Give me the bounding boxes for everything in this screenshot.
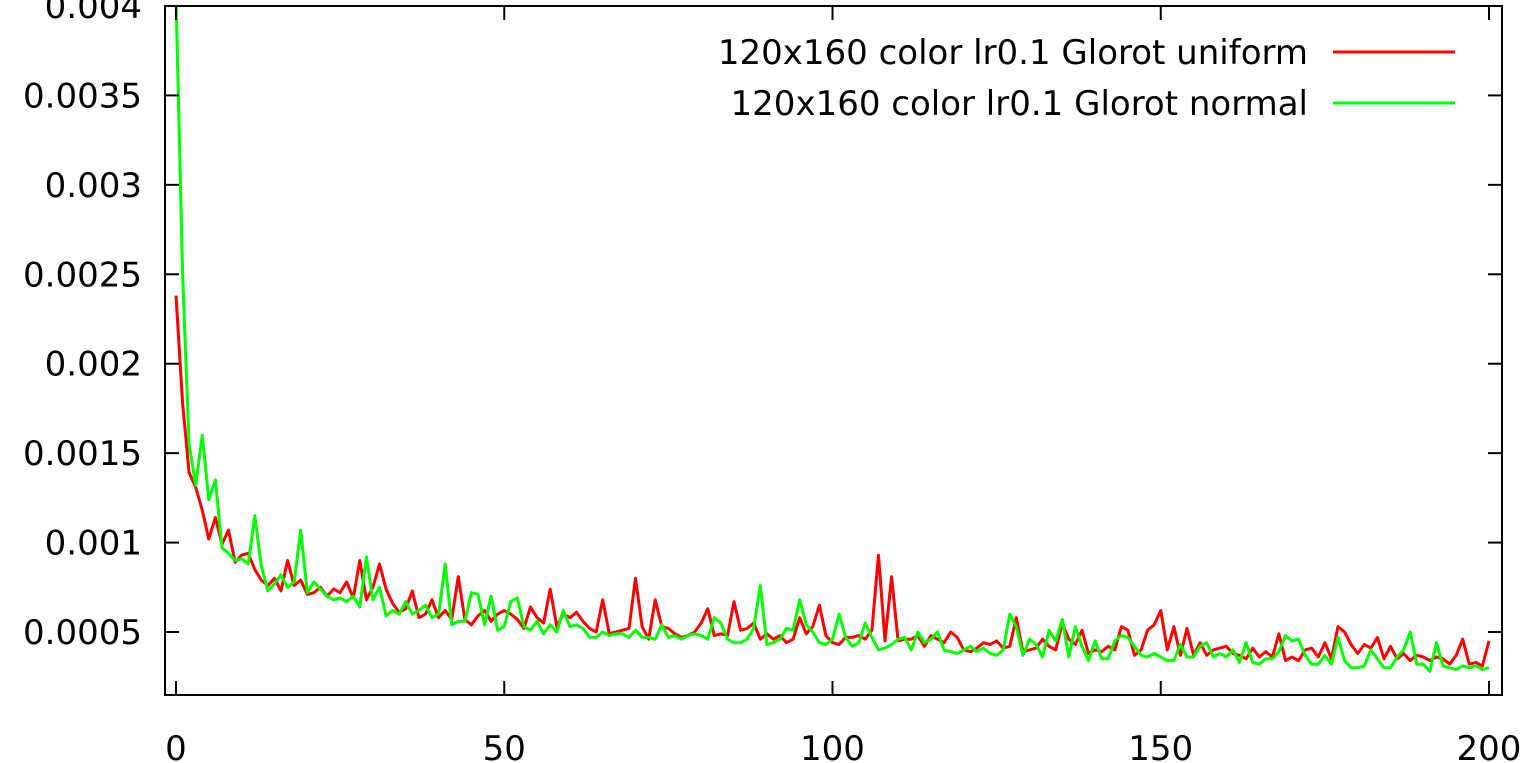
y-tick-label: 0.0035 <box>23 76 142 116</box>
y-tick-label: 0.0025 <box>23 255 142 295</box>
x-tick-label: 200 <box>1457 729 1522 763</box>
y-tick-label: 0.0015 <box>23 434 142 474</box>
legend-label-2: 120x160 color lr0.1 Glorot normal <box>731 84 1308 124</box>
x-axis-ticks: 0 50 100 150 200 <box>165 6 1521 763</box>
y-tick-label: 0.001 <box>45 524 142 564</box>
legend: 120x160 color lr0.1 Glorot uniform 120x16… <box>718 33 1455 124</box>
series-line-2 <box>174 6 1490 673</box>
y-tick-label: 0.0005 <box>23 613 142 653</box>
series-line-1 <box>174 295 1491 668</box>
y-tick-label: 0.003 <box>45 166 142 206</box>
y-tick-label: 0.002 <box>45 345 142 385</box>
x-tick-label: 100 <box>800 729 865 763</box>
plot-series-group <box>174 6 1491 673</box>
x-tick-label: 0 <box>165 729 187 763</box>
y-axis-ticks: 0.0005 0.001 0.0015 0.002 0.0025 0.003 0.0035 0… <box>23 0 1502 653</box>
y-tick-label: 0.004 <box>45 0 142 27</box>
legend-label-1: 120x160 color lr0.1 Glorot uniform <box>718 33 1308 73</box>
x-tick-label: 50 <box>483 729 526 763</box>
x-tick-label: 150 <box>1128 729 1193 763</box>
